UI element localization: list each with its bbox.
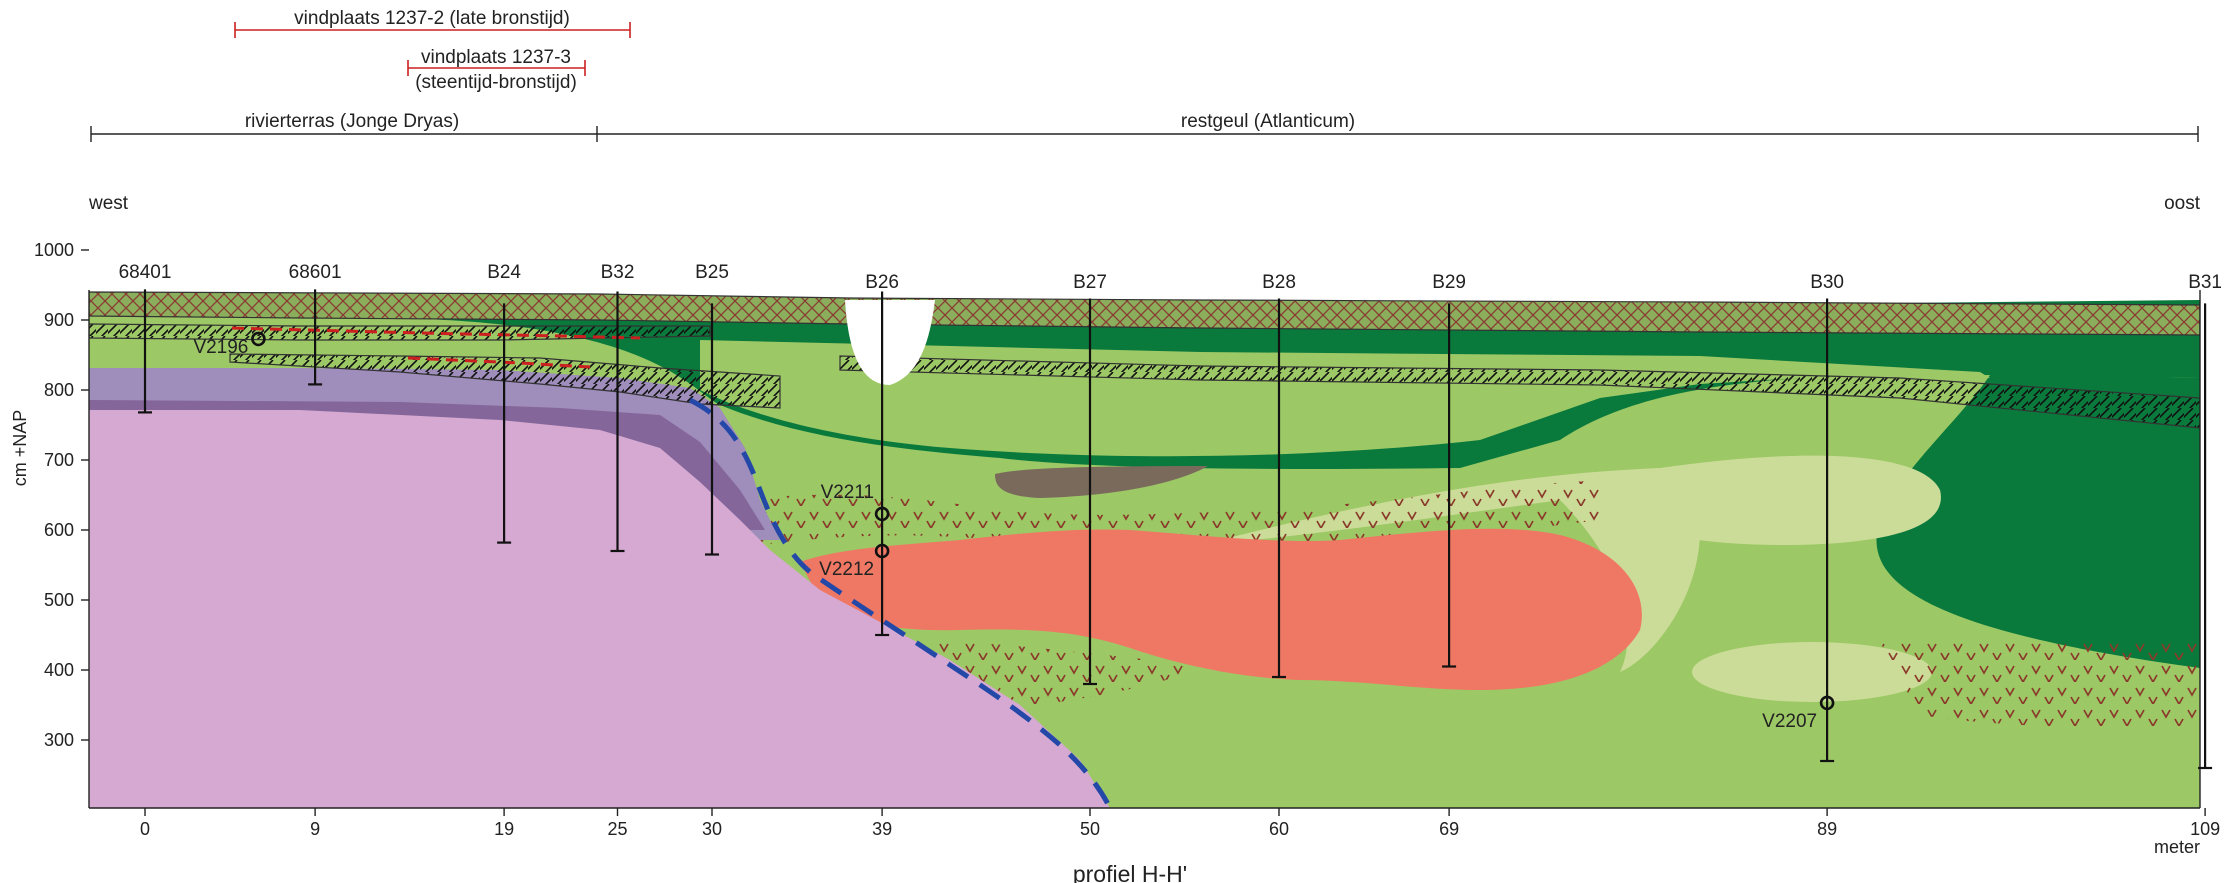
x-tick-label: 30 xyxy=(702,819,722,839)
borehole-B31: B31 xyxy=(2188,272,2222,770)
boreholes: 68401 68601 B24 B32 B25 B26 B27 B28 B29 B30 B31 xyxy=(119,262,2222,770)
sample-label: V2211 xyxy=(821,482,875,503)
find-level-dashes-1237-3 xyxy=(407,356,591,369)
find-layer-red xyxy=(800,528,1642,690)
borehole-label: B28 xyxy=(1262,272,1296,293)
borehole-label: B30 xyxy=(1810,272,1844,293)
y-tick-label: 800 xyxy=(44,380,74,400)
terrace-pink xyxy=(89,410,1110,808)
borehole-B28: B28 xyxy=(1262,272,1296,679)
borehole-label: B25 xyxy=(695,262,729,283)
y-axis-label: cm +NAP xyxy=(10,410,30,487)
borehole-B30: B30 xyxy=(1810,272,1844,763)
y-tick-label: 500 xyxy=(44,590,74,610)
borehole-label: B29 xyxy=(1432,272,1466,293)
x-axis-unit: meter xyxy=(2154,837,2200,857)
y-tick-label: 1000 xyxy=(34,240,74,260)
sample-label: V2212 xyxy=(819,559,874,580)
sample-marker xyxy=(874,543,890,559)
y-tick-label: 300 xyxy=(44,730,74,750)
borehole-B26: B26 xyxy=(865,272,899,637)
east-label: oost xyxy=(2164,193,2201,214)
hatched-band-channel xyxy=(839,355,2200,429)
y-tick-label: 600 xyxy=(44,520,74,540)
sample-marker xyxy=(251,331,266,347)
x-tick-label: 9 xyxy=(310,819,320,839)
sample-label: V2207 xyxy=(1762,711,1817,732)
borehole-label: B24 xyxy=(487,262,521,283)
borehole-label: 68601 xyxy=(289,262,342,283)
sample-V2196: V2196 xyxy=(193,331,266,358)
y-ticks: 1000 900 800 700 600 500 400 300 xyxy=(34,240,89,750)
zone-river-terrace-label: rivierterras (Jonge Dryas) xyxy=(245,111,459,132)
x-tick-label: 109 xyxy=(2190,819,2220,839)
geology xyxy=(89,291,2200,808)
y-tick-label: 900 xyxy=(44,310,74,330)
borehole-label: B26 xyxy=(865,272,899,293)
hatched-band-upper xyxy=(89,323,711,341)
borehole-B24: B24 xyxy=(487,262,521,544)
borehole-label: 68401 xyxy=(119,262,172,283)
axes: cm +NAP meter xyxy=(10,290,2201,857)
west-label: west xyxy=(88,193,129,214)
borehole-B25: B25 xyxy=(695,262,729,556)
x-tick-label: 39 xyxy=(872,819,892,839)
y-tick-label: 700 xyxy=(44,450,74,470)
find-site-1237-3-sublabel: (steentijd-bronstijd) xyxy=(415,72,577,93)
x-tick-label: 50 xyxy=(1080,819,1100,839)
peat-lens xyxy=(995,466,1208,498)
x-ticks: 0 9 19 25 30 39 50 60 69 89 109 xyxy=(140,808,2220,839)
x-tick-label: 25 xyxy=(607,819,627,839)
borehole-B27: B27 xyxy=(1073,272,1107,686)
find-site-1237-2: vindplaats 1237-2 (late bronstijd) xyxy=(234,8,631,38)
zone-bar: rivierterras (Jonge Dryas) restgeul (Atl… xyxy=(90,111,2199,142)
sample-V2207: V2207 xyxy=(1762,695,1835,732)
sample-marker xyxy=(874,506,890,522)
x-tick-label: 0 xyxy=(140,819,150,839)
x-tick-label: 69 xyxy=(1439,819,1459,839)
sample-V2211: V2211 xyxy=(821,482,890,522)
v-marks-upper xyxy=(760,480,1600,550)
v-marks-lower-right xyxy=(1880,640,2200,730)
borehole-label: B27 xyxy=(1073,272,1107,293)
y-tick-label: 400 xyxy=(44,660,74,680)
sample-marker xyxy=(1819,695,1835,711)
sample-label: V2196 xyxy=(193,337,248,358)
borehole-68401: 68401 xyxy=(119,262,172,414)
find-level-dashes-1237-2 xyxy=(231,326,641,340)
sample-V2212: V2212 xyxy=(819,543,890,580)
find-site-1237-3: vindplaats 1237-3 (steentijd-bronstijd) xyxy=(407,47,586,93)
borehole-B29: B29 xyxy=(1432,272,1466,668)
find-site-1237-2-label: vindplaats 1237-2 (late bronstijd) xyxy=(294,8,570,29)
borehole-B32: B32 xyxy=(601,262,635,553)
x-tick-label: 19 xyxy=(494,819,514,839)
sediment-pale-green-lower xyxy=(1692,642,1932,702)
zone-residual-channel-label: restgeul (Atlanticum) xyxy=(1181,111,1355,132)
borehole-label: B31 xyxy=(2188,272,2222,293)
borehole-label: B32 xyxy=(601,262,635,283)
x-tick-label: 89 xyxy=(1817,819,1837,839)
borehole-68601: 68601 xyxy=(289,262,342,386)
channel-cut xyxy=(845,300,935,385)
x-tick-label: 60 xyxy=(1269,819,1289,839)
samples: V2196 V2211 V2212 V2207 xyxy=(193,331,1835,732)
find-site-1237-3-label: vindplaats 1237-3 xyxy=(421,47,571,68)
profile-title: profiel H-H' xyxy=(1073,861,1187,883)
